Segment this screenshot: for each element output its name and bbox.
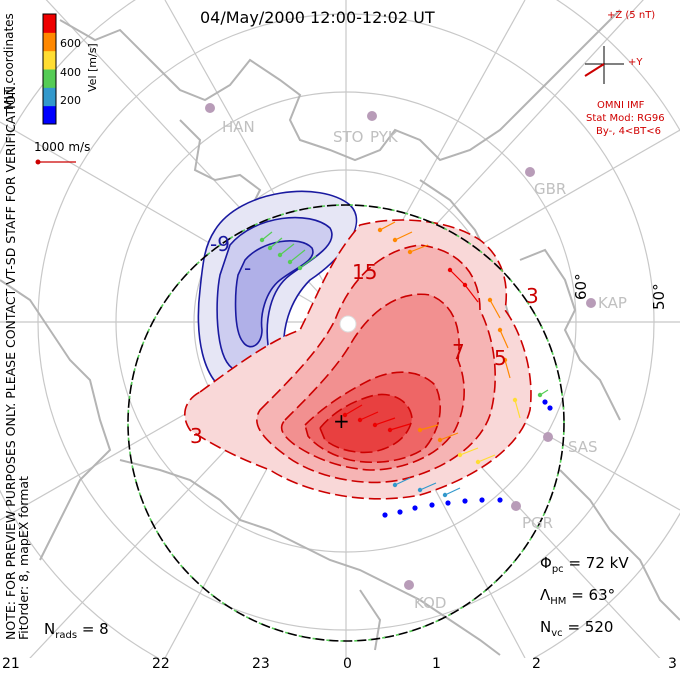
station-kod: KOD	[414, 594, 447, 612]
station-pgr: PGR	[522, 514, 554, 532]
stat-n-vc: Nvc = 520	[540, 618, 614, 639]
contour-label-15: 15	[352, 260, 378, 284]
imf-by-label: +Y	[628, 57, 643, 68]
station-kap: KAP	[598, 294, 627, 312]
negative-cell	[197, 190, 358, 399]
mlt-label-2: 2	[532, 656, 541, 672]
colorbar-label: Vel [m/s]	[86, 43, 99, 92]
contour-label-3a: 3	[526, 284, 539, 308]
preview-note: NOTE: FOR PREVIEW PURPOSES ONLY. PLEASE …	[3, 82, 31, 640]
imf-condition: By-, 4<BT<6	[596, 126, 662, 137]
lat-label-50: 50°	[650, 283, 668, 310]
positive-cell	[184, 219, 532, 500]
colorbar-tick-200: 200	[60, 94, 81, 107]
imf-source: OMNI IMF	[597, 100, 645, 111]
station-gbr: GBR	[534, 180, 567, 198]
imf-dial	[584, 46, 624, 84]
contour-label-7: 7	[452, 340, 465, 364]
station-sto: STO	[333, 128, 364, 146]
station-markers	[205, 103, 596, 590]
colorbar-segment	[43, 69, 56, 88]
colorbar-frame	[42, 13, 57, 125]
stat-n-rads: Nrads = 8	[44, 620, 109, 641]
imf-bz-label: +Z (5 nT)	[607, 10, 656, 21]
mlt-label-22: 22	[152, 656, 170, 672]
colorbar-tick-400: 400	[60, 66, 81, 79]
map-title: 04/May/2000 12:00-12:02 UT	[200, 8, 435, 27]
lat-label-60: 60°	[572, 273, 590, 300]
imf-model: Stat Mod: RG96	[586, 113, 665, 124]
velocity-vectors	[259, 221, 553, 518]
mlt-label-3: 3	[668, 656, 677, 672]
colorbar-segment	[43, 32, 56, 52]
colorbar-segment	[43, 87, 56, 107]
potential-markers	[339, 315, 357, 333]
station-pyk: PYK	[370, 128, 398, 146]
colorbar-segment	[43, 105, 56, 125]
colorbar-tick-600: 600	[60, 37, 81, 50]
mlt-label-1: 1	[432, 656, 441, 672]
colorbar-segment	[43, 50, 56, 70]
colorbar	[42, 13, 57, 125]
hmb-boundary	[127, 204, 565, 642]
colorbar-segment	[43, 14, 56, 33]
station-han: HAN	[222, 118, 255, 136]
contour-label-5: 5	[494, 346, 507, 370]
contour-label-pos-max: +	[333, 409, 350, 433]
stat-phi-pc: Φpc = 72 kV	[540, 554, 629, 575]
ref-vector-label: 1000 m/s	[34, 140, 91, 154]
contour-label-neg9: -9	[210, 232, 230, 256]
station-sas: SAS	[568, 438, 598, 456]
mlt-label-21: 21	[2, 656, 20, 672]
stat-lambda-hm: ΛHM = 63°	[540, 586, 616, 607]
mlt-label-23: 23	[252, 656, 270, 672]
reference-vector	[35, 159, 76, 165]
mlt-label-0: 0	[343, 656, 352, 672]
contour-label-neg-min: -	[244, 256, 252, 280]
contour-label-3b: 3	[190, 424, 203, 448]
